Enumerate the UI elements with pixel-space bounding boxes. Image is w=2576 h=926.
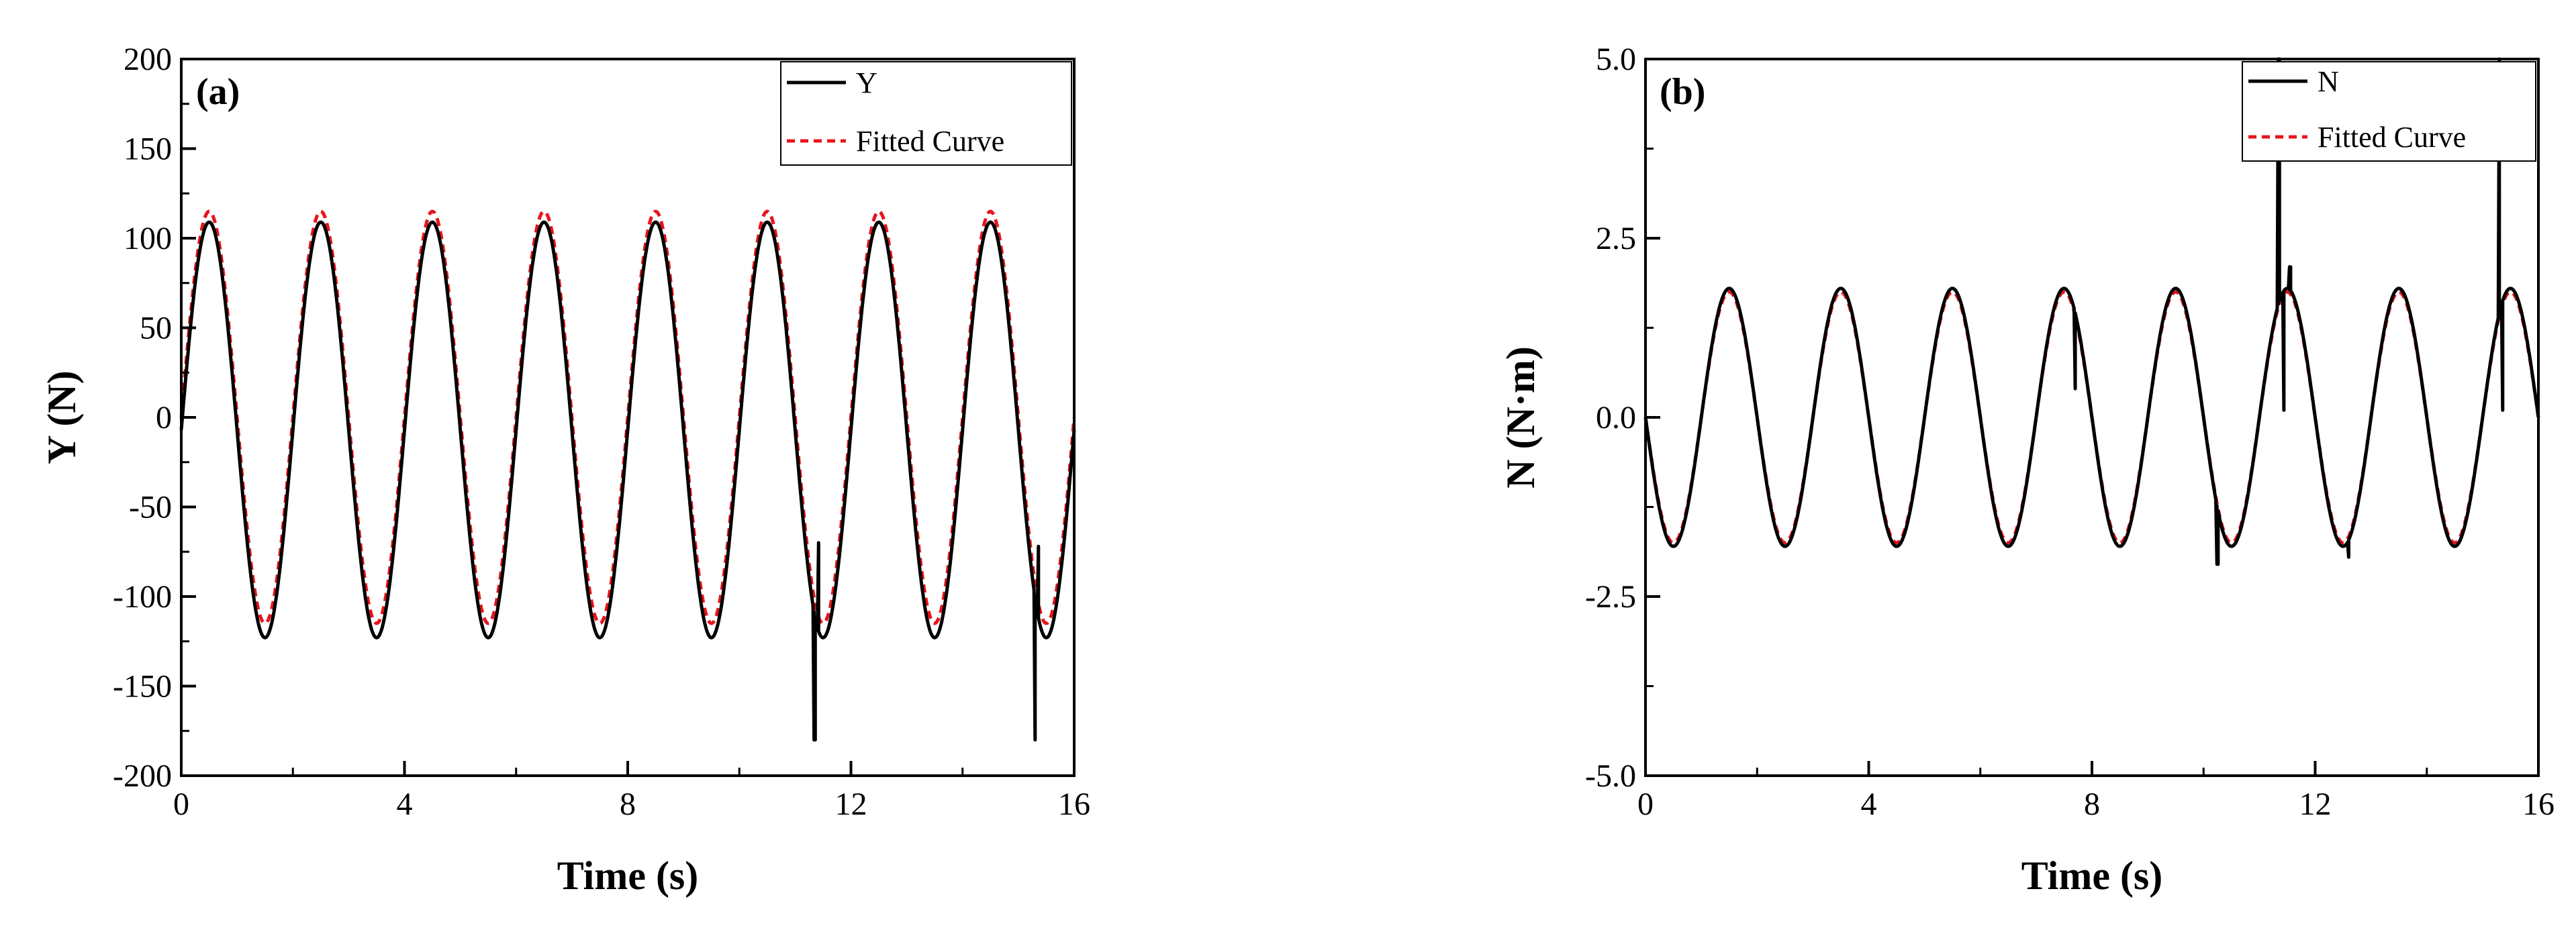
y-tick-label: 0.0 <box>1596 400 1636 435</box>
legend-box <box>2242 61 2536 162</box>
x-tick-label: 16 <box>2522 786 2555 822</box>
series-group <box>1643 57 2540 566</box>
x-tick-label: 0 <box>173 786 189 822</box>
y-tick-label: -50 <box>129 490 172 525</box>
x-tick-label: 12 <box>2299 786 2332 822</box>
tick-group: 0 4 8 12 16 -200 -150 -100 -50 0 50 100 150 200 <box>113 42 1090 822</box>
x-tick-label: 4 <box>1861 786 1877 822</box>
x-tick-label: 8 <box>620 786 636 822</box>
y-tick-label: 100 <box>124 221 172 256</box>
y-tick-label: -100 <box>113 579 172 615</box>
panel-label: (a) <box>196 71 240 113</box>
x-tick-label: 0 <box>1637 786 1654 822</box>
x-tick-label: 8 <box>2084 786 2100 822</box>
x-tick-label: 12 <box>835 786 867 822</box>
chart-panel-a: 0 4 8 12 16 -200 -150 -100 -50 0 50 100 150 200 (a) Y… <box>40 42 1090 898</box>
legend-box <box>780 61 1072 166</box>
legend-label-fitted: Fitted Curve <box>2318 121 2466 154</box>
y-tick-label: -5.0 <box>1585 758 1636 794</box>
y-tick-label: 200 <box>124 42 172 77</box>
legend-label-fitted: Fitted Curve <box>856 125 1004 158</box>
series-line-measured <box>179 220 1076 742</box>
tick-group: 0 4 8 12 16 -5.0 -2.5 0.0 2.5 5.0 <box>1585 42 2555 822</box>
legend-label-n: N <box>2318 65 2339 98</box>
series-group <box>179 209 1076 742</box>
x-axis-title: Time (s) <box>557 854 699 898</box>
x-axis-title: Time (s) <box>2021 854 2163 898</box>
series-line-measured <box>1643 57 2540 566</box>
x-tick-label: 4 <box>397 786 413 822</box>
legend-label-y: Y <box>856 66 877 99</box>
y-tick-label: -2.5 <box>1585 579 1636 615</box>
x-tick-label: 16 <box>1058 786 1090 822</box>
legend: N Fitted Curve <box>2242 61 2536 162</box>
chart-panel-b: 0 4 8 12 16 -5.0 -2.5 0.0 2.5 5.0 (b) N (N·m) Tim… <box>1498 42 2555 898</box>
y-tick-label: 150 <box>124 132 172 167</box>
y-tick-label: 50 <box>140 311 172 346</box>
panel-label: (b) <box>1660 71 1705 113</box>
y-tick-label: -150 <box>113 669 172 705</box>
legend: Y Fitted Curve <box>780 61 1072 166</box>
y-tick-label: 0 <box>156 400 172 435</box>
y-tick-label: 2.5 <box>1596 221 1636 256</box>
y-axis-title: Y (N) <box>40 370 84 464</box>
y-tick-label: 5.0 <box>1596 42 1636 77</box>
y-tick-label: -200 <box>113 758 172 794</box>
y-axis-title: N (N·m) <box>1498 346 1543 488</box>
